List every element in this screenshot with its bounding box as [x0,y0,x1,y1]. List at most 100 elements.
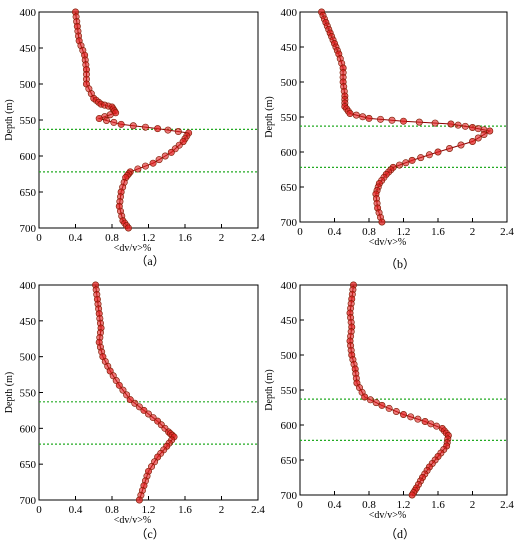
y-tick-label: 700 [281,217,298,229]
y-tick-label: 650 [281,182,298,194]
y-tick-label: 550 [281,385,298,397]
data-point [385,404,393,412]
x-tick-label: 0.8 [105,232,119,244]
chart-panel-2: 0 0.4 0.8 1.2 1.6 2 2.4 400 450 500 550 600 650 700 <d… [264,7,514,271]
data-point [145,410,153,418]
panel-label: （b） [385,257,415,271]
y-tick-label: 550 [281,112,298,124]
x-tick-label: 0.4 [69,504,83,516]
y-tick-label: 600 [20,423,37,435]
data-point [361,393,369,401]
y-tick-label: 500 [20,352,37,364]
data-point [365,114,373,122]
x-axis-label: <dv/v>% [369,237,406,248]
y-axis-label: Depth (m) [264,96,275,137]
x-tick-label: 1.6 [178,504,192,516]
data-point [447,120,455,128]
data-point [408,491,416,499]
data-point [149,414,157,422]
y-tick-label: 650 [281,455,298,467]
x-tick-label: 0.4 [328,226,342,238]
data-point [126,396,134,404]
y-tick-label: 650 [20,459,37,471]
x-tick-label: 2.4 [500,226,514,238]
x-tick-label: 1.2 [142,504,156,516]
x-tick-label: 0.8 [105,504,119,516]
y-tick-label: 600 [281,147,298,159]
data-point [134,165,142,173]
data-point [155,156,163,164]
x-tick-label: 2.4 [251,504,265,516]
y-tick-label: 450 [20,43,37,55]
data-point [174,128,182,136]
data-point [161,152,169,160]
x-tick-label: 1.2 [397,226,411,238]
y-tick-label: 600 [20,151,37,163]
data-point [415,118,423,126]
data-point [468,138,476,146]
y-tick-label: 500 [281,350,298,362]
y-tick-label: 450 [20,316,37,328]
data-point [392,407,400,415]
data-point [425,151,433,159]
y-tick-label: 700 [20,495,37,507]
panel-label: （c） [135,527,164,541]
x-axis-label: <dv/v>% [114,243,151,254]
data-point [140,406,148,414]
x-tick-label: 0.4 [69,232,83,244]
plot-frame [299,284,508,496]
x-tick-label: 0.8 [362,499,376,511]
data-point [110,118,118,126]
data-point [399,117,407,125]
y-tick-label: 400 [281,7,298,19]
data-point [454,121,462,129]
data-point [117,120,125,128]
series-line [95,284,175,501]
data-point [352,111,360,119]
x-tick-label: 2 [470,226,476,238]
data-point [408,156,416,164]
x-tick-label: 0.4 [328,499,342,511]
x-tick-label: 1.6 [431,499,445,511]
data-point [141,162,149,170]
x-tick-label: 0 [297,226,303,238]
panel-label: （a） [135,254,164,268]
data-point [123,391,131,399]
x-tick-label: 0 [297,499,303,511]
x-axis-label: <dv/v>% [114,515,151,526]
y-tick-label: 700 [281,490,298,502]
x-tick-label: 0 [36,504,42,516]
data-point [402,159,410,167]
y-tick-label: 450 [281,315,298,327]
data-point [115,381,123,389]
y-tick-label: 500 [281,77,298,89]
data-point [376,115,384,123]
data-point [346,110,354,118]
data-point [124,224,132,232]
data-point [141,123,149,131]
x-tick-label: 1.2 [397,499,411,511]
series-line [75,11,190,229]
x-tick-label: 2 [219,232,225,244]
data-point [474,125,482,133]
panel-label: （d） [385,527,415,541]
y-tick-label: 400 [20,7,37,19]
series-line [321,11,492,223]
y-tick-label: 400 [20,280,37,292]
data-point [468,124,476,132]
data-point [431,119,439,127]
data-point [167,148,175,156]
data-point [103,116,111,124]
data-point [388,116,396,124]
data-point [445,145,453,153]
chart-panel-3: 0 0.4 0.8 1.2 1.6 2 2.4 400 450 500 550 600 650 700 <d… [4,280,265,541]
y-axis-label: Depth (m) [4,372,15,413]
data-point [154,125,162,133]
data-point [372,399,380,407]
data-point [149,159,157,167]
x-tick-label: 0 [36,232,42,244]
y-tick-label: 650 [20,187,37,199]
plot-frame [38,11,259,229]
data-point [434,148,442,156]
